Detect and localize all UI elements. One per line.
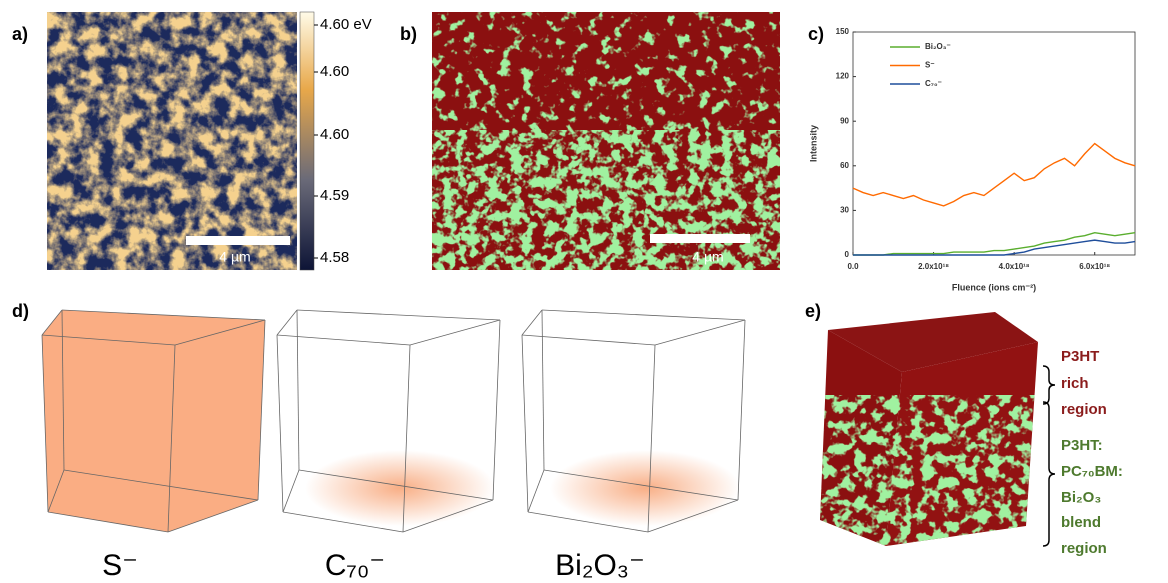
cube-label: S⁻: [102, 549, 138, 582]
series-line: [853, 233, 1135, 255]
cube-edge: [738, 320, 745, 500]
region-label: P3HT:: [1061, 437, 1103, 454]
cube-edge: [522, 310, 542, 335]
y-tick-label: 0: [845, 250, 850, 259]
cube-edge: [655, 320, 745, 345]
panel-label: a): [12, 24, 28, 44]
scale-bar: [650, 234, 750, 243]
y-axis-label: Intensity: [808, 125, 818, 162]
x-tick-label: 2.0x10¹⁸: [918, 262, 949, 271]
region-label: rich: [1061, 375, 1089, 392]
region-label: P3HT: [1061, 348, 1099, 365]
cube-texture: [815, 395, 1045, 550]
phase-texture-dense: [432, 130, 780, 270]
series-line: [853, 144, 1135, 206]
region-label: PC₇₀BM:: [1061, 463, 1123, 480]
cube-edge: [542, 310, 544, 470]
work-function-texture: [47, 12, 297, 270]
x-tick-label: 0.0: [847, 262, 859, 271]
cube-edge: [493, 320, 500, 500]
cube-cloud: [305, 450, 495, 526]
scale-bar-label: 4 µm: [692, 249, 723, 265]
cube-edge: [277, 335, 283, 512]
y-tick-label: 150: [836, 27, 850, 36]
x-axis-label: Fluence (ions cm⁻²): [952, 282, 1036, 292]
region-label: region: [1061, 540, 1107, 557]
brace: [1043, 402, 1055, 546]
colorbar-label: 4.58: [320, 249, 349, 266]
y-tick-label: 30: [840, 206, 849, 215]
cube-cloud: [550, 450, 740, 526]
region-label: region: [1061, 401, 1107, 418]
cube-edge: [277, 310, 297, 335]
y-tick-label: 90: [840, 116, 849, 125]
region-label: Bi₂O₃: [1061, 489, 1101, 506]
cube: [277, 310, 500, 532]
cube-edge: [528, 470, 544, 512]
legend-label: S⁻: [925, 61, 935, 70]
cube-edge: [542, 310, 745, 320]
colorbar-label: 4.60: [320, 126, 349, 143]
panel-label: c): [808, 24, 824, 44]
cube-edge: [297, 310, 299, 470]
cube-edge: [522, 335, 528, 512]
scale-bar-label: 4 µm: [219, 249, 250, 265]
y-tick-label: 60: [840, 161, 849, 170]
figure: 4 µm 4 µm a) b) c) d) e) 4.60 eV 4.60 4.60 4.59 4…: [0, 0, 1168, 583]
legend-label: C₇₀⁻: [925, 79, 942, 88]
cube: [42, 310, 265, 532]
colorbar-label: 4.60 eV: [320, 16, 372, 33]
cube-label: Bi₂O₃⁻: [555, 549, 645, 582]
colorbar-label: 4.59: [320, 187, 349, 204]
cube-edge: [297, 310, 500, 320]
scale-bar: [186, 236, 290, 245]
legend-label: Bi₂O₃⁻: [925, 42, 951, 51]
colorbar: [300, 12, 314, 270]
colorbar-label: 4.60: [320, 63, 349, 80]
cube: [522, 310, 745, 532]
panel-label: d): [12, 301, 29, 321]
cube-edge: [410, 320, 500, 345]
x-tick-label: 6.0x10¹⁸: [1079, 262, 1110, 271]
cube-label: C₇₀⁻: [325, 549, 385, 582]
y-tick-label: 120: [836, 72, 850, 81]
cube-edge: [283, 470, 299, 512]
panel-label: b): [400, 24, 417, 44]
series-line: [853, 240, 1135, 255]
brace: [1043, 366, 1055, 404]
region-label: blend: [1061, 514, 1101, 531]
panel-label: e): [805, 301, 821, 321]
x-tick-label: 4.0x10¹⁸: [999, 262, 1030, 271]
